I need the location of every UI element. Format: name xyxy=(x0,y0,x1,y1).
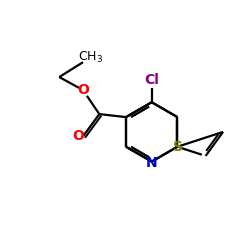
Text: O: O xyxy=(77,83,89,97)
Text: CH$_3$: CH$_3$ xyxy=(78,50,104,65)
Text: Cl: Cl xyxy=(144,72,159,86)
Text: O: O xyxy=(72,129,84,143)
Text: N: N xyxy=(146,156,158,170)
Text: S: S xyxy=(174,140,184,154)
